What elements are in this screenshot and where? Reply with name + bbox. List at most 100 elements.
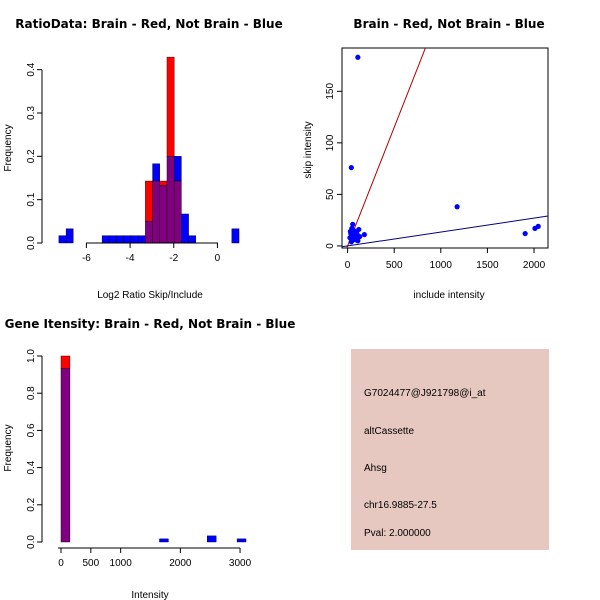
info-panel: G7024477@J921798@i_at altCassette Ahsg c… xyxy=(351,349,549,550)
ratio-y-tick-label: 0.0 xyxy=(26,236,37,250)
ratio-bar xyxy=(231,228,240,244)
scatter-x-tick-label: 2000 xyxy=(523,260,546,271)
ratio-y-tick-label: 0.2 xyxy=(26,149,37,163)
intensity-chart-title: Gene Itensity: Brain - Red, Not Brain - … xyxy=(5,317,296,331)
scatter-points xyxy=(347,54,541,245)
ratio-bar xyxy=(159,180,168,186)
intensity-bar xyxy=(159,538,169,543)
ratio-bar xyxy=(116,235,124,244)
intensity-x-tick-label: 2000 xyxy=(169,558,192,569)
ratio-y-tick-label: 0.1 xyxy=(26,192,37,206)
ratio-bar xyxy=(145,180,153,222)
event-type: altCassette xyxy=(364,426,414,437)
scatter-point xyxy=(357,234,363,240)
scatter-point xyxy=(352,237,359,243)
ratio-bars xyxy=(58,56,240,244)
scatter-point xyxy=(350,221,356,227)
intensity-histogram-panel: Gene Itensity: Brain - Red, Not Brain - … xyxy=(3,317,295,600)
intensity-x-tick-label: 500 xyxy=(82,558,99,569)
ratio-histogram-panel: RatioData: Brain - Red, Not Brain - Blue… xyxy=(3,17,283,301)
intensity-y-tick-label: 0.2 xyxy=(26,497,37,511)
intensity-bars xyxy=(60,355,247,543)
intensity-bar xyxy=(60,355,71,369)
ratio-overlap-bar xyxy=(145,221,153,244)
ratio-overlap-bar xyxy=(152,180,160,244)
scatter-point xyxy=(356,226,362,233)
intensity-x-tick-label: 0 xyxy=(58,558,64,569)
scatter-y-tick-label: 100 xyxy=(325,134,336,151)
ratio-y-ticks: 0.0 0.1 0.2 0.3 0.4 xyxy=(26,62,42,250)
scatter-y-tick-label: 50 xyxy=(325,188,336,200)
ratio-x-tick-label: -4 xyxy=(126,253,135,264)
p-value: Pval: 2.000000 xyxy=(364,528,431,539)
fit-line-brain xyxy=(346,48,426,248)
ratio-bar xyxy=(188,235,197,244)
scatter-plot-box xyxy=(341,47,549,249)
scatter-point xyxy=(535,223,541,229)
ratio-bar xyxy=(65,228,74,244)
ratio-bar xyxy=(130,235,139,244)
scatter-y-label: skip intensity xyxy=(303,121,314,178)
intensity-y-ticks: 0.0 0.2 0.4 0.6 0.8 1.0 xyxy=(26,349,42,549)
ratio-bar xyxy=(101,235,110,244)
scatter-x-tick-label: 500 xyxy=(386,260,403,271)
scatter-y-ticks: 0 50 100 150 xyxy=(325,83,342,249)
probe-id: G7024477@J921798@i_at xyxy=(364,388,486,399)
scatter-point xyxy=(355,54,361,60)
ratio-y-label: Frequency xyxy=(3,124,14,171)
ratio-overlap-bar xyxy=(159,185,168,244)
scatter-x-tick-label: 1000 xyxy=(430,260,453,271)
ratio-bar xyxy=(166,56,175,157)
scatter-y-tick-label: 150 xyxy=(325,83,336,100)
ratio-bar xyxy=(181,213,189,244)
ratio-bar xyxy=(109,235,117,244)
scatter-x-label: include intensity xyxy=(413,290,484,301)
ratio-bar xyxy=(137,235,146,244)
fit-line-not-brain xyxy=(342,215,548,248)
scatter-point xyxy=(454,204,460,210)
ratio-bar xyxy=(152,163,160,182)
ratio-chart-title: RatioData: Brain - Red, Not Brain - Blue xyxy=(15,17,282,31)
scatter-point xyxy=(349,233,355,239)
ratio-overlap-bar xyxy=(173,180,182,244)
ratio-overlap-bar xyxy=(166,156,175,244)
scatter-point xyxy=(361,231,367,238)
intensity-y-tick-label: 1.0 xyxy=(26,349,37,363)
scatter-point xyxy=(522,230,528,237)
ratio-x-tick-label: 0 xyxy=(215,253,221,264)
intensity-x-label: Intensity xyxy=(131,590,168,600)
intensity-y-label: Frequency xyxy=(3,424,14,471)
scatter-x-tick-label: 0 xyxy=(345,260,351,271)
ratio-x-ticks: -6 -4 -2 0 xyxy=(82,243,221,264)
scatter-point xyxy=(348,239,354,245)
scatter-y-tick-label: 0 xyxy=(325,243,336,249)
intensity-bar xyxy=(207,535,217,543)
genomic-location: chr16.9885-27.5 xyxy=(364,500,437,511)
intensity-y-tick-label: 0.6 xyxy=(26,423,37,437)
ratio-x-tick-label: -6 xyxy=(82,253,91,264)
intensity-x-tick-label: 3000 xyxy=(229,558,252,569)
ratio-bar xyxy=(173,156,182,182)
scatter-chart-title: Brain - Red, Not Brain - Blue xyxy=(353,17,544,31)
ratio-bar xyxy=(58,235,67,244)
intensity-overlap-bar xyxy=(60,368,71,543)
ratio-y-tick-label: 0.3 xyxy=(26,106,37,120)
ratio-x-label: Log2 Ratio Skip/Include xyxy=(97,290,203,301)
intensity-y-tick-label: 0.8 xyxy=(26,386,37,400)
scatter-x-ticks: 0 500 1000 1500 2000 xyxy=(345,248,546,271)
scatter-point xyxy=(348,164,354,171)
gene-name: Ahsg xyxy=(364,463,387,474)
scatter-fit-lines xyxy=(342,48,548,248)
scatter-panel: Brain - Red, Not Brain - Blue 0 500 1000 15… xyxy=(303,17,549,301)
ratio-x-tick-label: -2 xyxy=(169,253,178,264)
intensity-x-ticks: 0 500 1000 2000 3000 xyxy=(58,548,252,569)
scatter-point xyxy=(347,228,353,235)
intensity-bar xyxy=(236,538,247,543)
info-panel-background xyxy=(351,349,549,550)
intensity-y-tick-label: 0.4 xyxy=(26,460,37,474)
ratio-bar xyxy=(123,235,132,244)
intensity-x-tick-label: 1000 xyxy=(110,558,133,569)
intensity-y-tick-label: 0.0 xyxy=(26,535,37,549)
scatter-x-tick-label: 1500 xyxy=(476,260,499,271)
